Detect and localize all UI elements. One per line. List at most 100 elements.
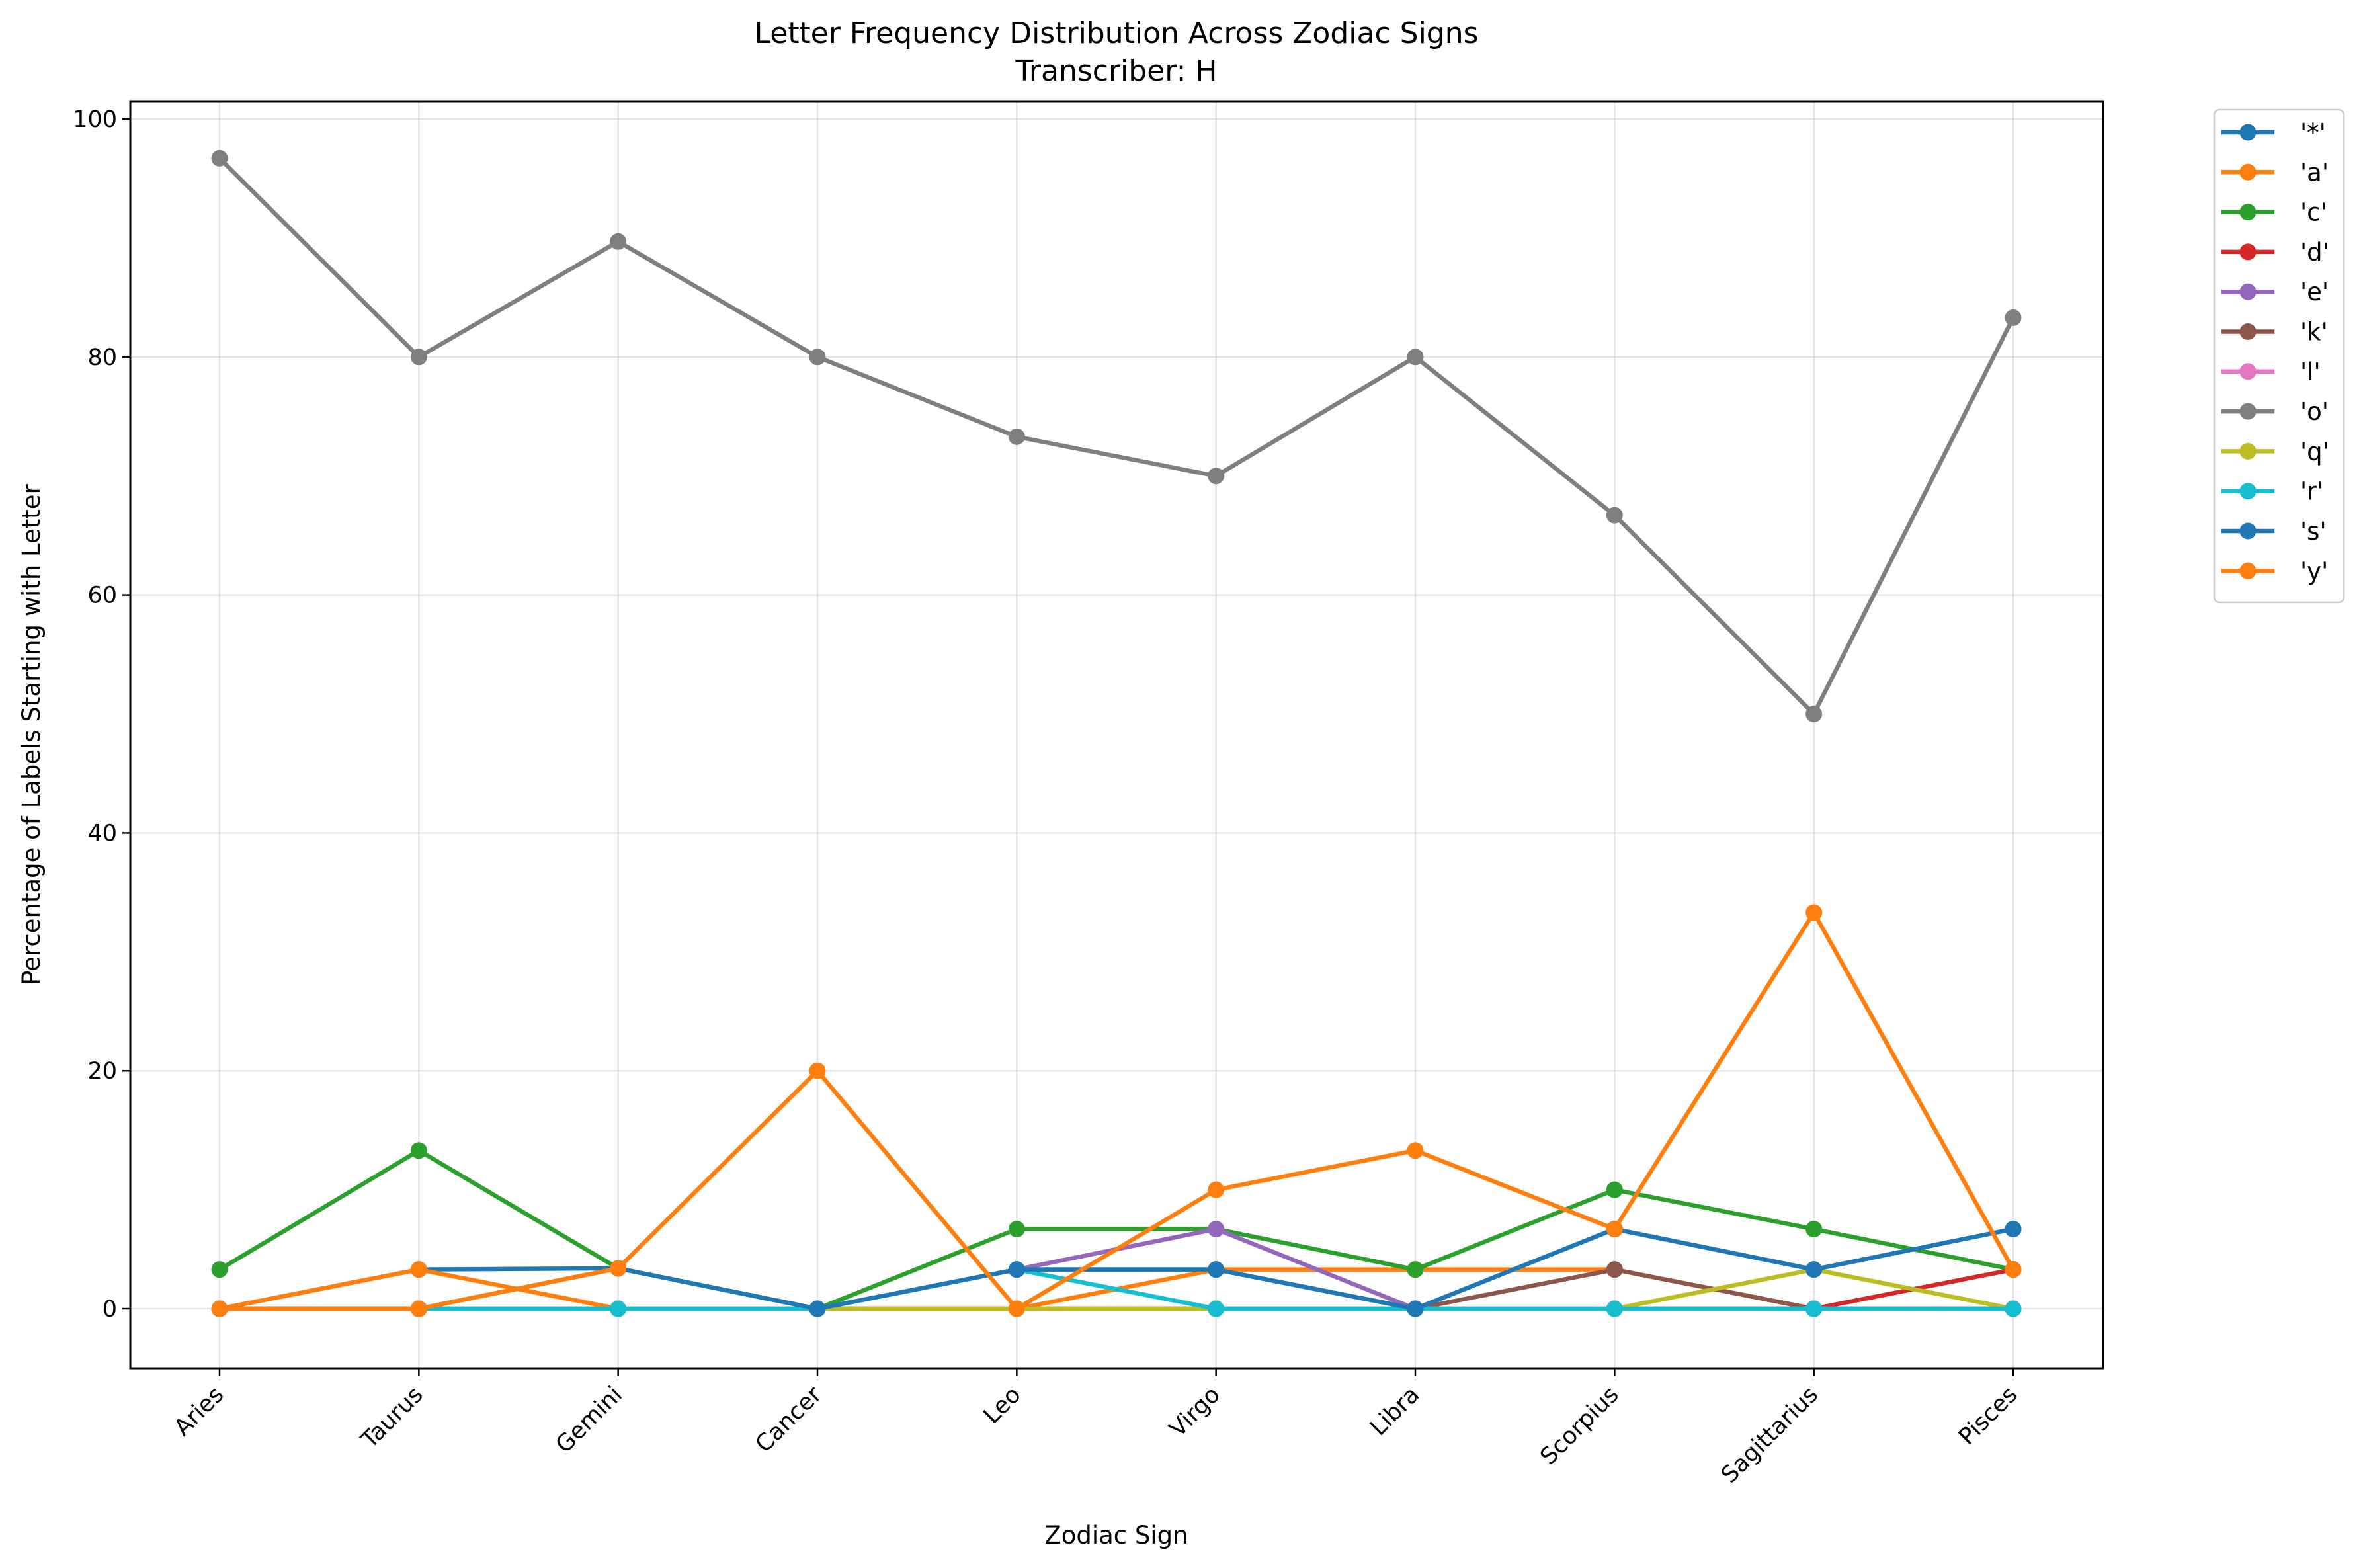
x-tick-label: Pisces xyxy=(1954,1382,2022,1450)
legend-item: 'e' xyxy=(2221,278,2329,306)
x-tick-label: Taurus xyxy=(356,1382,429,1454)
data-point xyxy=(1606,1261,1623,1278)
chart-title: Letter Frequency Distribution Across Zod… xyxy=(754,17,1478,50)
data-point xyxy=(1606,1300,1623,1317)
legend-item: '*' xyxy=(2221,118,2326,147)
y-tick-label: 100 xyxy=(73,106,117,133)
legend-label: 'a' xyxy=(2300,158,2329,186)
data-point xyxy=(809,1300,826,1317)
data-point xyxy=(211,1300,228,1317)
x-tick-label: Cancer xyxy=(751,1382,827,1458)
data-point xyxy=(1805,1221,1823,1238)
data-point xyxy=(610,1300,627,1317)
legend-item: 'c' xyxy=(2221,198,2327,227)
legend-marker xyxy=(2239,483,2257,500)
data-point xyxy=(1805,1261,1823,1278)
legend-marker xyxy=(2239,442,2257,460)
x-tick-label: Gemini xyxy=(551,1382,628,1458)
legend-item: 'l' xyxy=(2221,358,2321,386)
series-line xyxy=(217,910,2016,1311)
data-point xyxy=(1805,904,1823,921)
data-point xyxy=(1008,1221,1025,1238)
legend-label: 'o' xyxy=(2300,397,2329,426)
data-point xyxy=(2005,309,2022,326)
x-tick-label: Sagittarius xyxy=(1716,1382,1823,1489)
x-axis-label: Zodiac Sign xyxy=(1044,1521,1188,1549)
legend-marker xyxy=(2239,243,2257,261)
legend-item: 'o' xyxy=(2221,397,2329,426)
chart-subtitle: Transcriber: H xyxy=(1015,54,1218,88)
legend-label: '*' xyxy=(2300,118,2326,147)
grid xyxy=(130,101,2103,1368)
legend-label: 'c' xyxy=(2300,198,2327,227)
legend-item: 'k' xyxy=(2221,318,2328,347)
legend-item: 'r' xyxy=(2221,477,2324,506)
y-tick-label: 80 xyxy=(87,345,117,371)
legend-label: 'y' xyxy=(2300,557,2328,585)
data-point xyxy=(211,149,228,167)
legend-label: 'l' xyxy=(2300,358,2321,386)
legend-marker xyxy=(2239,363,2257,380)
data-point xyxy=(211,1261,228,1278)
x-tick-label: Scorpius xyxy=(1536,1382,1624,1470)
legend-item: 'q' xyxy=(2221,437,2329,466)
data-point xyxy=(1208,468,1225,485)
legend-label: 'k' xyxy=(2300,318,2328,347)
legend-marker xyxy=(2239,522,2257,540)
legend-item: 'a' xyxy=(2221,158,2329,186)
data-point xyxy=(2005,1221,2022,1238)
axes-frame xyxy=(129,100,2104,1370)
legend-marker xyxy=(2239,562,2257,579)
data-point xyxy=(410,1300,427,1317)
x-axis: Aries Taurus Gemini Cancer Leo Virgo Libra Scor… xyxy=(169,1368,2022,1489)
legend: '*' 'a' 'c' 'd' 'e' 'k' 'l' 'o' 'q' 'r' 's' 'y' xyxy=(2213,108,2345,604)
y-tick-label: 20 xyxy=(87,1058,117,1085)
y-tick-label: 60 xyxy=(87,583,117,609)
data-point xyxy=(610,1260,627,1277)
data-point xyxy=(1606,507,1623,524)
legend-label: 'r' xyxy=(2300,477,2324,506)
data-point xyxy=(1606,1221,1623,1238)
series-line xyxy=(216,1148,2016,1311)
legend-marker xyxy=(2239,403,2257,420)
legend-label: 'q' xyxy=(2300,437,2329,466)
data-point xyxy=(1606,1181,1623,1198)
data-point xyxy=(1208,1261,1225,1278)
data-point xyxy=(610,233,627,250)
data-point xyxy=(1208,1300,1225,1317)
legend-label: 'd' xyxy=(2300,238,2329,267)
legend-item: 'y' xyxy=(2221,557,2328,585)
data-point xyxy=(1407,1142,1424,1159)
data-point xyxy=(1208,1181,1225,1198)
data-point xyxy=(410,1142,427,1159)
x-tick-label: Aries xyxy=(169,1382,229,1441)
y-tick-label: 0 xyxy=(103,1296,117,1323)
data-point xyxy=(1008,1261,1025,1278)
plot-area xyxy=(211,149,2022,1317)
data-point xyxy=(1407,1261,1424,1278)
series-7 xyxy=(211,149,2022,723)
legend-marker xyxy=(2239,283,2257,300)
data-point xyxy=(1008,428,1025,445)
data-point xyxy=(410,349,427,366)
x-tick-label: Libra xyxy=(1365,1382,1425,1441)
legend-marker xyxy=(2239,163,2257,181)
legend-item: 'd' xyxy=(2221,238,2329,267)
legend-label: 's' xyxy=(2300,517,2327,546)
y-axis-label: Percentage of Labels Starting with Lette… xyxy=(17,483,46,985)
data-point xyxy=(2005,1261,2022,1278)
data-point xyxy=(1208,1221,1225,1238)
legend-marker xyxy=(2239,124,2257,141)
x-tick-label: Leo xyxy=(979,1382,1026,1429)
series-line xyxy=(217,1267,2016,1311)
legend-marker xyxy=(2239,204,2257,221)
data-point xyxy=(1008,1300,1025,1317)
data-point xyxy=(410,1261,427,1278)
series-line xyxy=(216,155,2016,716)
data-point xyxy=(809,349,826,366)
y-tick-label: 40 xyxy=(87,820,117,846)
data-point xyxy=(1407,1300,1424,1317)
legend-label: 'e' xyxy=(2300,278,2329,306)
data-point xyxy=(809,1062,826,1079)
